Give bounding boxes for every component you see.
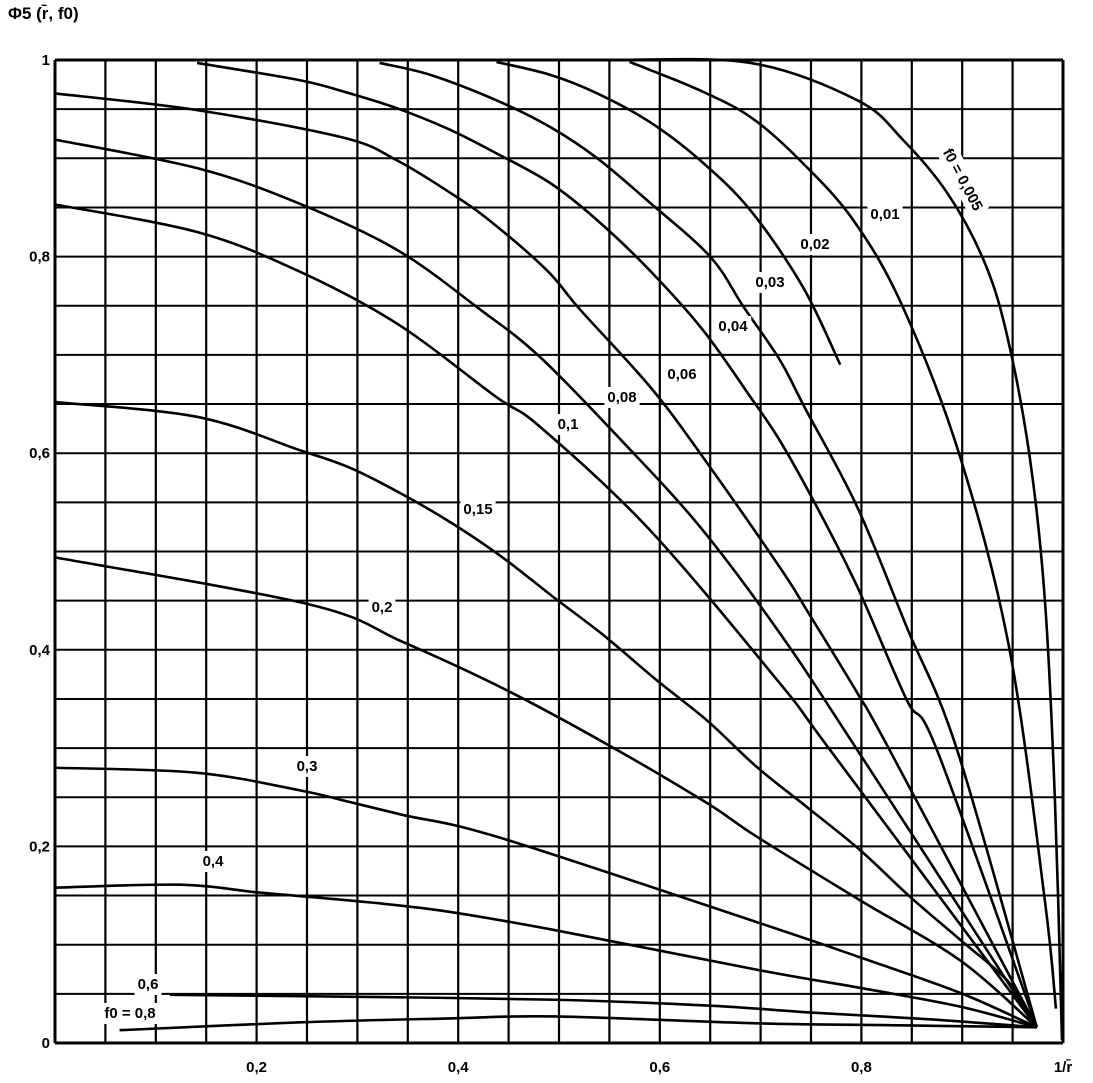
series-line-3 bbox=[379, 61, 1039, 1028]
curve-label-text: 0,2 bbox=[372, 599, 393, 616]
series-line-8 bbox=[54, 400, 1038, 1028]
curve-label-9: 0,2 bbox=[368, 596, 396, 618]
series-line-0 bbox=[609, 57, 1064, 1041]
curve-label-text: 0,03 bbox=[755, 274, 784, 291]
series-line-2 bbox=[496, 60, 842, 366]
curve-label-text: 0,02 bbox=[800, 236, 829, 253]
series-line-13 bbox=[119, 1014, 1037, 1032]
y-tick-label: 0,4 bbox=[29, 642, 51, 659]
curve-label-6: 0,08 bbox=[604, 386, 640, 408]
curve-label-text: 0,6 bbox=[138, 976, 159, 993]
curve-label-text: 0,08 bbox=[607, 389, 636, 406]
y-tick-label: 0,6 bbox=[29, 445, 50, 462]
series-line-4 bbox=[196, 61, 1039, 1028]
y-tick-label: 1 bbox=[42, 52, 50, 69]
curve-label-8: 0,15 bbox=[460, 498, 496, 520]
curve-label-2: 0,02 bbox=[797, 233, 833, 255]
curve-label-11: 0,4 bbox=[199, 850, 228, 872]
curve-label-text: 0,06 bbox=[667, 366, 696, 383]
series-line-11 bbox=[54, 883, 1038, 1029]
series-line-1 bbox=[629, 60, 1058, 1009]
series-line-6 bbox=[54, 138, 1038, 1028]
curve-label-text: 0,1 bbox=[558, 416, 579, 433]
curve-label-text: 0,01 bbox=[870, 206, 899, 223]
curve-label-text: 0,3 bbox=[297, 758, 318, 775]
curve-label-4: 0,04 bbox=[715, 315, 752, 337]
tick-labels: 0,2 0,4 0,6 0,8 1/r̄ 0 0,2 0,4 0,6 0,8 1 bbox=[29, 52, 1072, 1076]
curve-label-text: 0,15 bbox=[463, 501, 492, 518]
x-tick-label: 0,8 bbox=[851, 1059, 872, 1076]
y-tick-label: 0,2 bbox=[29, 838, 50, 855]
curve-label-12: 0,6 bbox=[134, 973, 162, 995]
x-tick-label: 0,4 bbox=[448, 1059, 470, 1076]
curve-label-text: 0,04 bbox=[718, 318, 748, 335]
series-line-5 bbox=[54, 92, 1038, 1028]
curve-label-text: f0 = 0,8 bbox=[104, 1005, 155, 1022]
grid bbox=[53, 58, 1065, 1045]
curves bbox=[54, 57, 1064, 1041]
curve-label-3: 0,03 bbox=[752, 271, 788, 293]
x-tick-label: 0,2 bbox=[246, 1059, 267, 1076]
series-line-12 bbox=[169, 993, 1037, 1029]
y-axis-title: Φ5 (r̄, f0) bbox=[8, 4, 79, 23]
series-line-7 bbox=[54, 203, 1038, 1029]
curve-label-5: 0,06 bbox=[664, 363, 700, 385]
curve-label-7: 0,1 bbox=[554, 413, 582, 435]
series-line-9 bbox=[54, 556, 1038, 1029]
x-tick-label: 0,6 bbox=[649, 1059, 670, 1076]
y-tick-label: 0 bbox=[42, 1035, 50, 1052]
y-tick-label: 0,8 bbox=[29, 249, 50, 266]
curve-label-13: f0 = 0,8 bbox=[101, 1002, 159, 1024]
series-line-10 bbox=[54, 766, 1038, 1029]
curve-label-10: 0,3 bbox=[293, 755, 321, 777]
curve-label-text: 0,4 bbox=[203, 853, 225, 870]
x-tick-label: 1/r̄ bbox=[1054, 1058, 1073, 1076]
curve-label-1: 0,01 bbox=[867, 203, 903, 225]
